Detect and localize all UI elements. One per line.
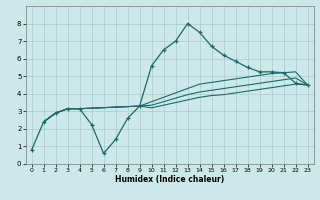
X-axis label: Humidex (Indice chaleur): Humidex (Indice chaleur): [115, 175, 224, 184]
